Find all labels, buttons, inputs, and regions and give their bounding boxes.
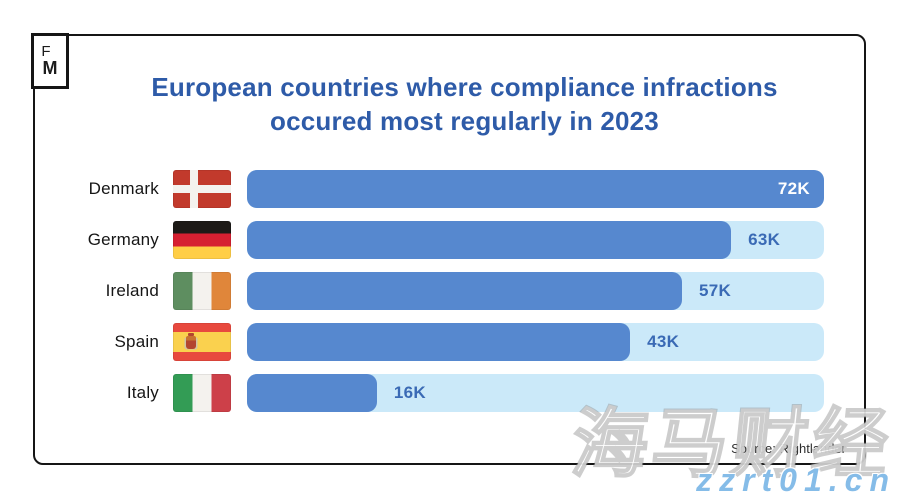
chart-row: Spain 43K [35, 323, 864, 361]
bar-track: 63K [247, 221, 824, 259]
logo-letter-f: F [41, 42, 51, 60]
country-label: Germany [87, 230, 159, 249]
country-label: Italy [126, 383, 159, 402]
chart-title: European countries where compliance infr… [75, 70, 854, 138]
italy-flag-icon [173, 374, 231, 412]
country-label: Ireland [105, 281, 159, 300]
fm-logo: F M [31, 33, 69, 89]
chart-row: Denmark 72K [35, 170, 864, 208]
ireland-flag-icon [173, 272, 231, 310]
bar-value-label: 57K [699, 281, 732, 300]
chart-title-line1: European countries where compliance infr… [151, 72, 778, 102]
chart-row: Ireland 57K [35, 272, 864, 310]
bar-value-label: 63K [748, 230, 781, 249]
bar [247, 323, 631, 361]
bar [247, 170, 824, 208]
chart-row: Italy 16K [35, 374, 864, 412]
bar-value-label: 16K [393, 383, 426, 402]
bar-chart: Denmark 72K Germany 63K Ireland 57K Spain 43K It… [35, 170, 864, 412]
bar-value-label: 72K [777, 179, 810, 198]
country-label: Spain [114, 332, 159, 351]
source-credit: Source: Rightlander [731, 441, 846, 456]
bar-track: 16K [247, 374, 824, 412]
bar [247, 221, 732, 259]
chart-frame: European countries where compliance infr… [33, 34, 866, 465]
bar-track: 72K [247, 170, 824, 208]
bar [247, 374, 377, 412]
bar-track: 57K [247, 272, 824, 310]
chart-title-line2: occured most regularly in 2023 [270, 106, 659, 136]
denmark-flag-icon [173, 170, 231, 208]
bar [247, 272, 683, 310]
logo-letter-m: M [42, 58, 58, 79]
germany-flag-icon [173, 221, 231, 259]
bar-track: 43K [247, 323, 824, 361]
chart-row: Germany 63K [35, 221, 864, 259]
country-label: Denmark [88, 179, 159, 198]
spain-flag-icon [173, 323, 231, 361]
watermark-url-text: zzrt01.cn [696, 462, 896, 498]
bar-value-label: 43K [647, 332, 680, 351]
